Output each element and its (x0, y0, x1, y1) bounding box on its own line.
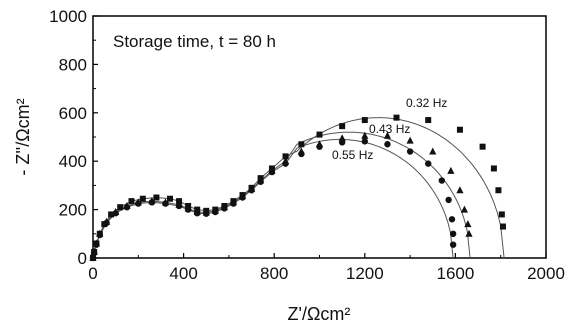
fit-curves (92, 117, 505, 259)
data-point-circle (384, 141, 391, 148)
data-point-square (498, 211, 505, 218)
data-point-circle (203, 210, 210, 217)
x-axis-ticks: 0 400 800 1200 1600 2000 (88, 253, 565, 283)
y-tick-label: 800 (59, 55, 87, 74)
data-point-square (479, 143, 486, 150)
data-point-square (298, 141, 305, 148)
data-point-square (108, 211, 115, 218)
freq-label-0.43: 0.43 Hz (369, 122, 410, 136)
data-point-circle (135, 200, 142, 207)
data-point-triangle (447, 166, 455, 174)
data-point-circle (406, 148, 414, 155)
x-tick-label: 1600 (436, 264, 474, 283)
data-point-triangle (429, 147, 437, 155)
x-tick-label: 800 (260, 264, 288, 283)
data-point-circle (184, 206, 192, 213)
fit-line (92, 117, 505, 259)
freq-label-0.32: 0.32 Hz (406, 96, 447, 110)
data-point-triangle (338, 134, 346, 142)
y-tick-label: 400 (59, 152, 87, 171)
data-point-circle (90, 249, 98, 257)
y-axis-label: - Z''/Ωcm² (13, 98, 33, 175)
data-point-circle (438, 177, 446, 184)
data-point-circle (175, 202, 183, 210)
data-point-circle (123, 203, 131, 211)
freq-label-0.55: 0.55 Hz (332, 148, 373, 162)
data-point-circle (221, 205, 228, 212)
data-point-circle (112, 210, 119, 217)
data-point-triangle (361, 131, 369, 139)
data-point-circle (282, 160, 289, 167)
data-point-square (153, 194, 160, 201)
data-point-square (393, 114, 400, 121)
data-point-square (490, 165, 497, 172)
data-point-circle (230, 200, 237, 207)
data-point-circle (338, 139, 346, 146)
annotation-storage-time: Storage time, t = 80 h (113, 32, 276, 51)
data-point-circle (268, 168, 276, 176)
data-point-square (495, 187, 502, 194)
x-tick-label: 0 (88, 264, 97, 283)
data-point-circle (445, 196, 452, 204)
data-point-circle (89, 254, 97, 262)
data-point-circle (449, 241, 457, 248)
data-point-triangle (460, 205, 469, 213)
data-point-triangle (465, 229, 473, 237)
y-tick-label: 1000 (49, 7, 87, 26)
x-tick-label: 2000 (527, 264, 565, 283)
data-point-square (316, 131, 323, 138)
plot-area: 0 400 800 1200 1600 2000 0 200 400 600 800 1000 (49, 7, 565, 283)
data-point-circle (148, 199, 156, 206)
data-point-circle (298, 150, 305, 158)
x-axis-label: Z'/Ωcm² (288, 304, 351, 324)
data-point-circle (103, 219, 110, 227)
data-point-circle (239, 194, 246, 201)
fit-line (92, 131, 471, 259)
data-point-triangle (406, 136, 414, 144)
data-point-square (425, 117, 432, 124)
y-tick-label: 200 (59, 201, 87, 220)
y-tick-label: 600 (59, 104, 87, 123)
data-point-triangle (383, 131, 392, 139)
y-axis-ticks: 0 200 400 600 800 1000 (49, 7, 98, 268)
data-point-circle (316, 143, 323, 150)
data-point-circle (93, 241, 100, 248)
data-point-square (456, 126, 463, 133)
data-point-circle (448, 216, 456, 223)
data-point-square (361, 117, 368, 124)
data-point-circle (257, 178, 264, 185)
data-point-square (339, 123, 346, 130)
data-point-circle (212, 208, 219, 216)
data-point-triangle (456, 186, 464, 194)
data-point-circle (425, 160, 432, 167)
y-tick-label: 0 (78, 249, 87, 268)
x-tick-label: 400 (169, 264, 197, 283)
data-point-circle (162, 200, 169, 207)
x-tick-label: 1200 (346, 264, 384, 283)
data-point-square (139, 195, 146, 202)
data-point-circle (96, 231, 103, 239)
data-point-circle (361, 138, 368, 145)
data-point-square (167, 195, 174, 202)
data-point-circle (248, 187, 255, 194)
data-point-square (499, 223, 506, 230)
data-point-circle (193, 210, 201, 217)
data-point-square (128, 198, 135, 205)
data-point-square (117, 204, 124, 211)
data-point-square (282, 153, 289, 160)
data-point-circle (449, 230, 457, 237)
data-markers (89, 114, 506, 262)
data-point-triangle (464, 220, 472, 228)
